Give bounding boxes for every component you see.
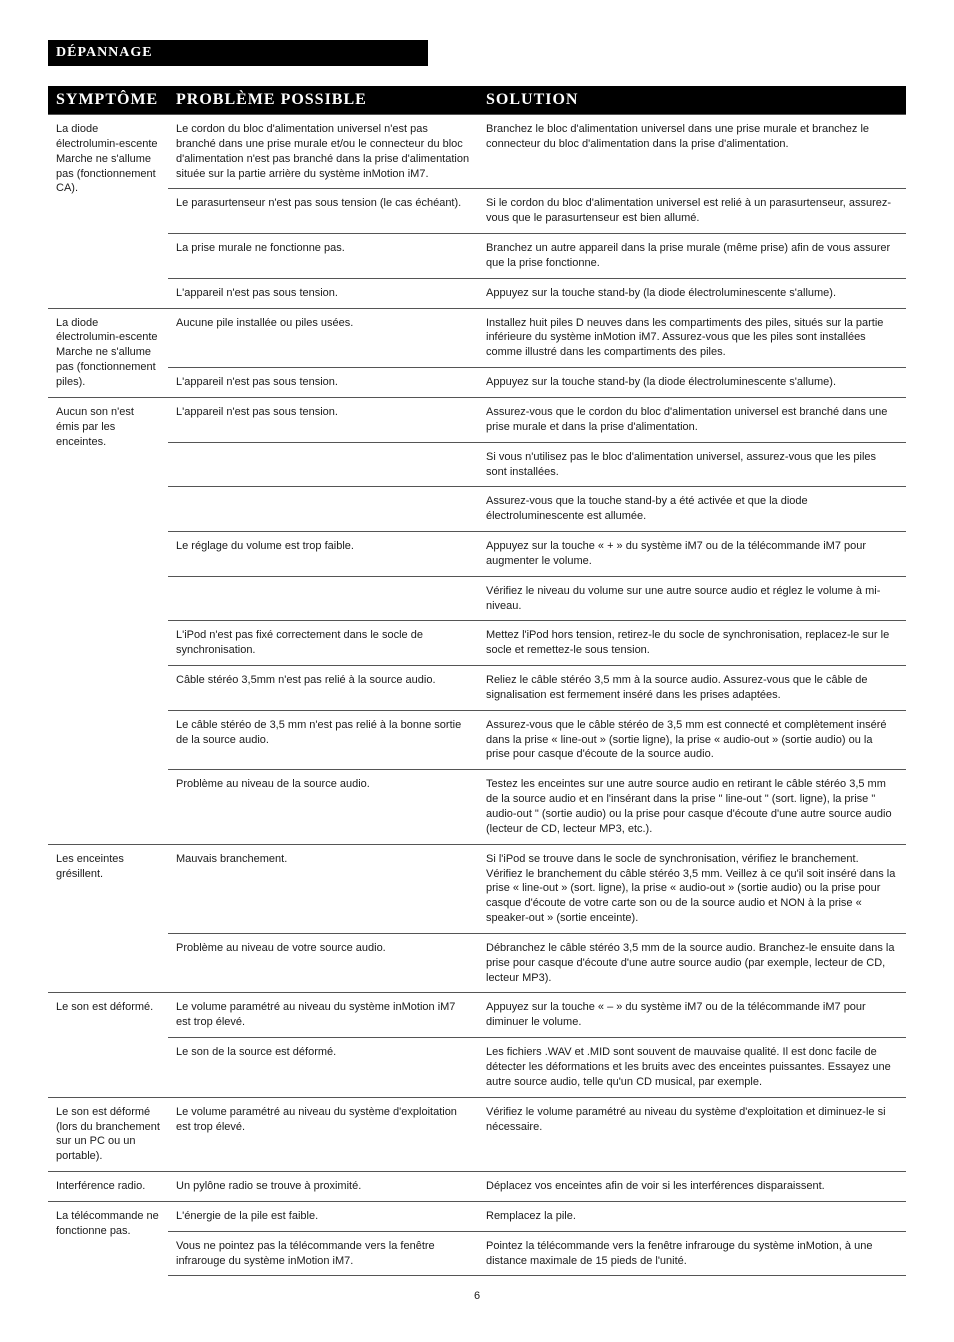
solution-cell: Appuyez sur la touche « – » du système i… xyxy=(478,993,906,1038)
problem-cell: Problème au niveau de votre source audio… xyxy=(168,933,478,993)
problem-cell: L'appareil n'est pas sous tension. xyxy=(168,368,478,398)
header-solution: SOLUTION xyxy=(478,86,906,115)
solution-cell: Si l'iPod se trouve dans le socle de syn… xyxy=(478,844,906,933)
page-number: 6 xyxy=(48,1290,906,1302)
problem-cell: L'appareil n'est pas sous tension. xyxy=(168,278,478,308)
problem-cell: Vous ne pointez pas la télécommande vers… xyxy=(168,1231,478,1276)
symptom-cell: La diode électrolumin-escente Marche ne … xyxy=(48,115,168,309)
troubleshooting-table: SYMPTÔME PROBLÈME POSSIBLE SOLUTION La d… xyxy=(48,86,906,1276)
problem-cell: Le volume paramétré au niveau du système… xyxy=(168,1097,478,1171)
problem-cell xyxy=(168,442,478,487)
problem-cell: Aucune pile installée ou piles usées. xyxy=(168,308,478,368)
solution-cell: Installez huit piles D neuves dans les c… xyxy=(478,308,906,368)
header-problem: PROBLÈME POSSIBLE xyxy=(168,86,478,115)
solution-cell: Vérifiez le niveau du volume sur une aut… xyxy=(478,576,906,621)
solution-cell: Déplacez vos enceintes afin de voir si l… xyxy=(478,1172,906,1202)
solution-cell: Assurez-vous que le cordon du bloc d'ali… xyxy=(478,397,906,442)
solution-cell: Remplacez la pile. xyxy=(478,1201,906,1231)
symptom-cell: Les enceintes grésillent. xyxy=(48,844,168,993)
solution-cell: Branchez un autre appareil dans la prise… xyxy=(478,234,906,279)
section-title: DÉPANNAGE xyxy=(48,40,428,66)
problem-cell: Mauvais branchement. xyxy=(168,844,478,933)
problem-cell: L'iPod n'est pas fixé correctement dans … xyxy=(168,621,478,666)
problem-cell: L'appareil n'est pas sous tension. xyxy=(168,397,478,442)
symptom-cell: La télécommande ne fonctionne pas. xyxy=(48,1201,168,1276)
solution-cell: Testez les enceintes sur une autre sourc… xyxy=(478,770,906,844)
problem-cell: Le parasurtenseur n'est pas sous tension… xyxy=(168,189,478,234)
solution-cell: Assurez-vous que le câble stéréo de 3,5 … xyxy=(478,710,906,770)
solution-cell: Appuyez sur la touche « + » du système i… xyxy=(478,532,906,577)
problem-cell: La prise murale ne fonctionne pas. xyxy=(168,234,478,279)
problem-cell xyxy=(168,487,478,532)
problem-cell: Un pylône radio se trouve à proximité. xyxy=(168,1172,478,1202)
symptom-cell: Le son est déformé. xyxy=(48,993,168,1097)
problem-cell: Le son de la source est déformé. xyxy=(168,1038,478,1098)
symptom-cell: Interférence radio. xyxy=(48,1172,168,1202)
problem-cell xyxy=(168,576,478,621)
solution-cell: Débranchez le câble stéréo 3,5 mm de la … xyxy=(478,933,906,993)
header-symptom: SYMPTÔME xyxy=(48,86,168,115)
symptom-cell: Aucun son n'est émis par les enceintes. xyxy=(48,397,168,844)
solution-cell: Assurez-vous que la touche stand-by a ét… xyxy=(478,487,906,532)
solution-cell: Pointez la télécommande vers la fenêtre … xyxy=(478,1231,906,1276)
problem-cell: L'énergie de la pile est faible. xyxy=(168,1201,478,1231)
solution-cell: Appuyez sur la touche stand-by (la diode… xyxy=(478,368,906,398)
solution-cell: Mettez l'iPod hors tension, retirez-le d… xyxy=(478,621,906,666)
solution-cell: Si vous n'utilisez pas le bloc d'aliment… xyxy=(478,442,906,487)
problem-cell: Problème au niveau de la source audio. xyxy=(168,770,478,844)
solution-cell: Appuyez sur la touche stand-by (la diode… xyxy=(478,278,906,308)
problem-cell: Câble stéréo 3,5mm n'est pas relié à la … xyxy=(168,666,478,711)
solution-cell: Vérifiez le volume paramétré au niveau d… xyxy=(478,1097,906,1171)
solution-cell: Si le cordon du bloc d'alimentation univ… xyxy=(478,189,906,234)
symptom-cell: La diode électrolumin-escente Marche ne … xyxy=(48,308,168,397)
problem-cell: Le câble stéréo de 3,5 mm n'est pas reli… xyxy=(168,710,478,770)
solution-cell: Branchez le bloc d'alimentation universe… xyxy=(478,115,906,189)
problem-cell: Le cordon du bloc d'alimentation univers… xyxy=(168,115,478,189)
problem-cell: Le réglage du volume est trop faible. xyxy=(168,532,478,577)
problem-cell: Le volume paramétré au niveau du système… xyxy=(168,993,478,1038)
solution-cell: Les fichiers .WAV et .MID sont souvent d… xyxy=(478,1038,906,1098)
solution-cell: Reliez le câble stéréo 3,5 mm à la sourc… xyxy=(478,666,906,711)
symptom-cell: Le son est déformé (lors du branchement … xyxy=(48,1097,168,1171)
